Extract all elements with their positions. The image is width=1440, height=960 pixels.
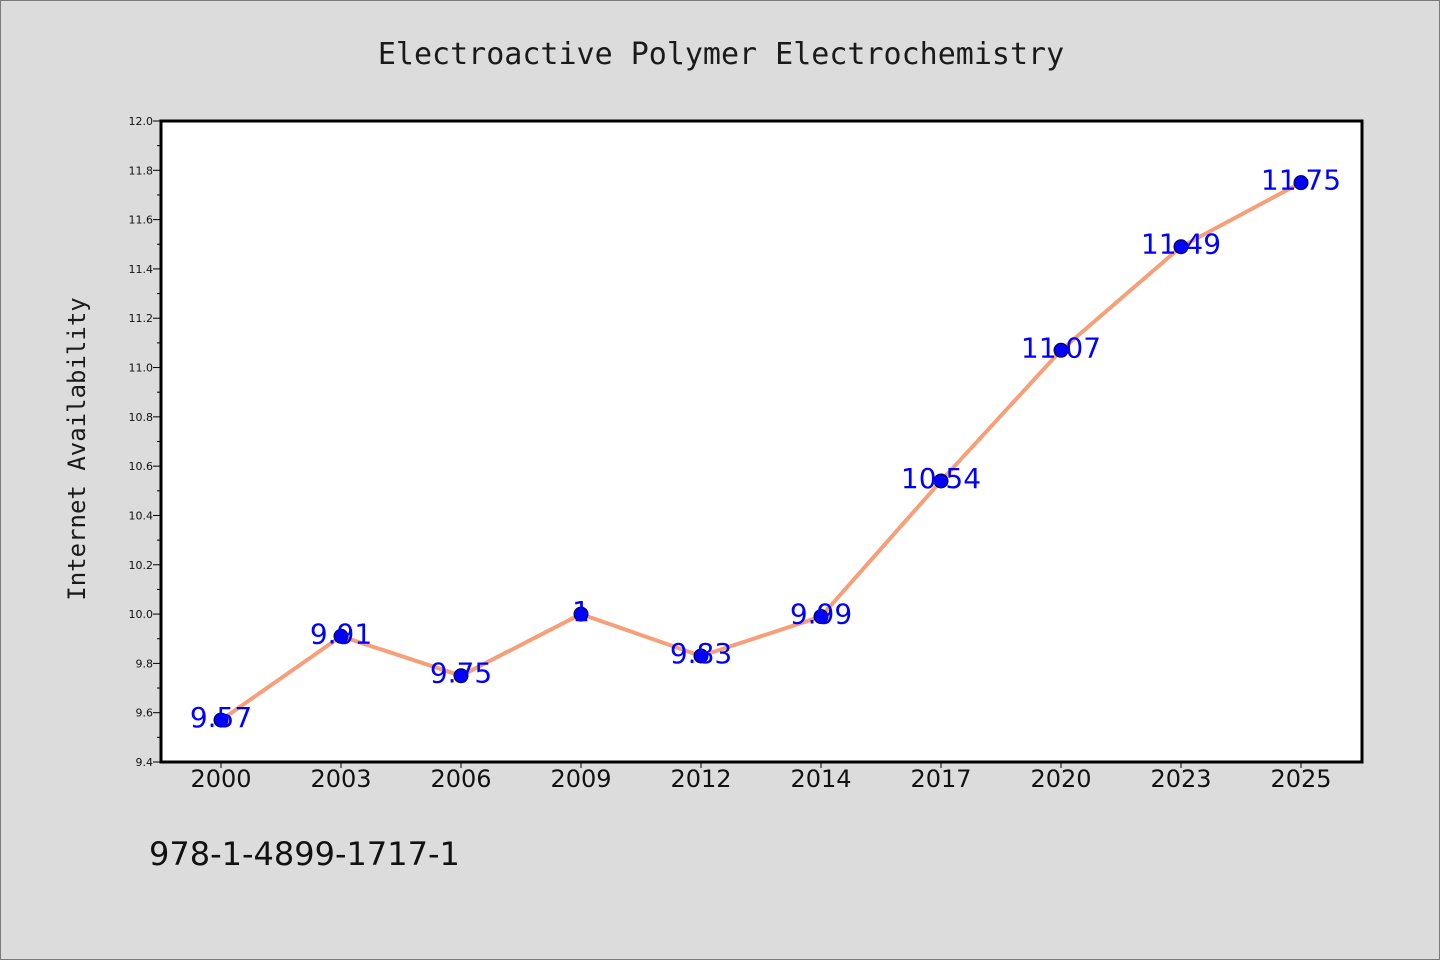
chart-title: Electroactive Polymer Electrochemistry <box>378 37 1064 72</box>
data-point <box>1173 239 1189 255</box>
y-tick-label: 11.6 <box>129 214 154 227</box>
x-tick-label: 2020 <box>1030 765 1091 793</box>
plot-frame <box>159 119 1364 764</box>
data-label: 9.57 <box>190 701 252 734</box>
series-markers <box>213 175 1309 728</box>
x-tick-label: 2017 <box>910 765 971 793</box>
y-tick-label: 11.8 <box>129 164 154 177</box>
data-label: 11.07 <box>1021 331 1101 364</box>
data-label: 11.75 <box>1261 164 1341 197</box>
data-point <box>453 668 469 684</box>
data-label: 1 <box>572 595 590 628</box>
data-labels: 9.57 9.91 9.75 1 9.83 9.99 10.54 11.07 11.49 11.7… <box>190 164 1341 734</box>
y-axis-label: Internet Availability <box>63 297 91 600</box>
series-line <box>219 180 1303 723</box>
data-label: 9.99 <box>790 598 852 631</box>
data-point <box>213 712 229 728</box>
data-point <box>1053 342 1069 358</box>
x-tick-label: 2006 <box>430 765 491 793</box>
data-label: 11.49 <box>1141 228 1221 261</box>
x-tick-label: 2012 <box>670 765 731 793</box>
y-tick-label: 9.6 <box>136 707 154 720</box>
series-line-group <box>219 180 1303 723</box>
data-point <box>333 628 349 644</box>
data-label: 10.54 <box>901 462 981 495</box>
x-tick-label: 2014 <box>790 765 851 793</box>
x-tick-label: 2025 <box>1270 765 1331 793</box>
x-tick-label: 2023 <box>1150 765 1211 793</box>
y-tick-label: 9.8 <box>136 657 154 670</box>
y-tick-label: 12.0 <box>129 115 154 128</box>
y-tick-label: 10.6 <box>129 460 154 473</box>
data-label: 9.83 <box>670 637 732 670</box>
x-tick-label: 2000 <box>190 765 251 793</box>
y-tick-label: 9.4 <box>136 756 154 769</box>
y-tick-label: 10.8 <box>129 411 154 424</box>
y-tick-label: 10.0 <box>129 608 154 621</box>
y-tick-label: 10.2 <box>129 559 154 572</box>
x-axis: 2000 2003 2006 2009 2012 2014 2017 2020 2023 2025 <box>190 762 1332 793</box>
data-point <box>813 609 829 625</box>
y-tick-label: 11.0 <box>129 362 154 375</box>
y-tick-label: 10.4 <box>129 509 154 522</box>
plot-area <box>161 121 1362 762</box>
x-tick-label: 2003 <box>310 765 371 793</box>
data-point <box>1293 175 1309 191</box>
x-tick-label: 2009 <box>550 765 611 793</box>
y-axis: 9.4 9.6 9.8 10.0 10.2 10.4 10.6 10.8 11.0 11.2 11.… <box>129 115 161 769</box>
footnote-code: 978-1-4899-1717-1 <box>149 835 460 873</box>
data-point <box>693 648 709 664</box>
data-point <box>933 473 949 489</box>
data-point <box>573 606 589 622</box>
y-tick-label: 11.2 <box>129 312 154 325</box>
data-label: 9.75 <box>430 657 492 690</box>
data-label: 9.91 <box>310 617 372 650</box>
y-tick-label: 11.4 <box>129 263 154 276</box>
